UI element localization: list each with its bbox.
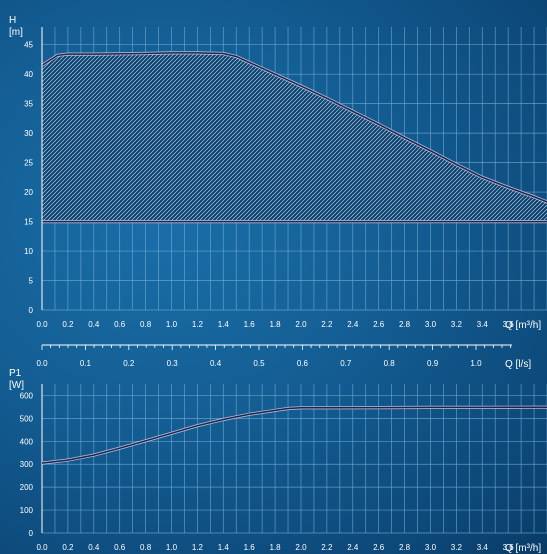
- y-tick-label: 200: [20, 483, 34, 492]
- x-tick-label: 2.0: [295, 543, 307, 552]
- y-axis-name: P1: [9, 368, 22, 379]
- y-tick-label: 0: [29, 529, 34, 538]
- x-tick-label: 1.2: [192, 543, 204, 552]
- x-tick-label: 0.6: [114, 543, 126, 552]
- power-chart: 0 100 200 300 400 500 600 0.0 0.2 0.4 0.6 0.8 1.0 1.2…: [9, 368, 547, 554]
- y-tick-label: 100: [20, 506, 34, 515]
- x-tick-label: 0.4: [88, 320, 100, 329]
- x-tick-label: 1.8: [270, 320, 282, 329]
- x-tick-label: 2.2: [321, 543, 333, 552]
- x-tick-label: 2.2: [321, 320, 333, 329]
- y-tick-label: 300: [20, 460, 34, 469]
- flow-axis-label: Q [l/s]: [505, 359, 531, 370]
- flow-tick-label: 0.8: [384, 359, 396, 368]
- x-tick-label: 1.6: [244, 543, 256, 552]
- x-tick-label: 2.8: [399, 543, 411, 552]
- flow-ls-axis: 0.0 0.1 0.2 0.3 0.4 0.5 0.6 0.7 0.8 0.9 1.0 Q [l/s]: [36, 344, 531, 370]
- head-chart: 0 5 10 15 20 25 30 35 40 45 0.0 0.2 0.4 0.6 0.8 1.0 1.2 1…: [9, 15, 547, 331]
- x-axis-label: Q [m³/h]: [505, 543, 541, 554]
- x-tick-label: 0.8: [140, 320, 152, 329]
- x-tick-label: 2.6: [373, 320, 385, 329]
- x-tick-label: 0.2: [62, 320, 74, 329]
- x-axis-label: Q [m³/h]: [505, 320, 541, 331]
- x-tick-label: 0.4: [88, 543, 100, 552]
- x-tick-label: 3.4: [477, 320, 489, 329]
- x-tick-label: 1.8: [270, 543, 282, 552]
- y-tick-label: 600: [20, 391, 34, 400]
- flow-tick-label: 0.3: [167, 359, 179, 368]
- flow-tick-label: 0.9: [427, 359, 439, 368]
- y-axis-unit: [W]: [9, 380, 24, 391]
- x-tick-label: 1.0: [166, 320, 178, 329]
- power-curve-line: [41, 406, 547, 464]
- y-tick-label: 5: [29, 277, 34, 286]
- y-axis-unit: [m]: [9, 27, 23, 38]
- x-tick-label: 2.8: [399, 320, 411, 329]
- y-tick-label: 500: [20, 414, 34, 423]
- x-tick-label: 0.8: [140, 543, 152, 552]
- y-tick-label: 45: [24, 41, 33, 50]
- flow-tick-label: 0.5: [253, 359, 265, 368]
- flow-tick-label: 0.7: [340, 359, 352, 368]
- x-tick-label: 3.6: [503, 543, 515, 552]
- power-curve-line-glow: [41, 405, 547, 465]
- flow-tick-label: 0.0: [36, 359, 48, 368]
- y-tick-label: 30: [24, 129, 33, 138]
- x-tick-label: 1.4: [218, 543, 230, 552]
- x-tick-label: 2.4: [347, 320, 359, 329]
- x-tick-label: 3.0: [425, 543, 437, 552]
- x-tick-label: 1.0: [166, 543, 178, 552]
- flow-tick-label: 0.6: [297, 359, 309, 368]
- flow-tick-label: 0.4: [210, 359, 222, 368]
- y-axis-name: H: [9, 15, 16, 26]
- x-tick-label: 3.2: [451, 320, 463, 329]
- x-tick-label: 2.0: [295, 320, 307, 329]
- x-tick-label: 3.6: [503, 320, 515, 329]
- x-tick-label: 0.6: [114, 320, 126, 329]
- y-tick-label: 10: [24, 247, 33, 256]
- y-tick-label: 35: [24, 100, 33, 109]
- x-tick-label: 0.2: [62, 543, 74, 552]
- flow-tick-label: 1.0: [470, 359, 482, 368]
- y-tick-label: 40: [24, 70, 33, 79]
- x-tick-label: 1.6: [244, 320, 256, 329]
- x-tick-label: 0.0: [36, 543, 48, 552]
- y-tick-label: 0: [29, 306, 34, 315]
- x-tick-label: 3.0: [425, 320, 437, 329]
- x-tick-label: 1.2: [192, 320, 204, 329]
- flow-tick-label: 0.2: [123, 359, 135, 368]
- flow-tick-label: 0.1: [80, 359, 92, 368]
- y-tick-label: 400: [20, 437, 34, 446]
- x-tick-label: 2.6: [373, 543, 385, 552]
- x-tick-label: 1.4: [218, 320, 230, 329]
- x-tick-label: 3.4: [477, 543, 489, 552]
- y-tick-label: 25: [24, 159, 33, 168]
- y-tick-label: 20: [24, 188, 33, 197]
- operating-area: [42, 52, 547, 222]
- x-tick-label: 0.0: [36, 320, 48, 329]
- x-tick-label: 3.2: [451, 543, 463, 552]
- max-curve-line: [41, 52, 547, 203]
- x-tick-label: 2.4: [347, 543, 359, 552]
- y-tick-label: 15: [24, 218, 33, 227]
